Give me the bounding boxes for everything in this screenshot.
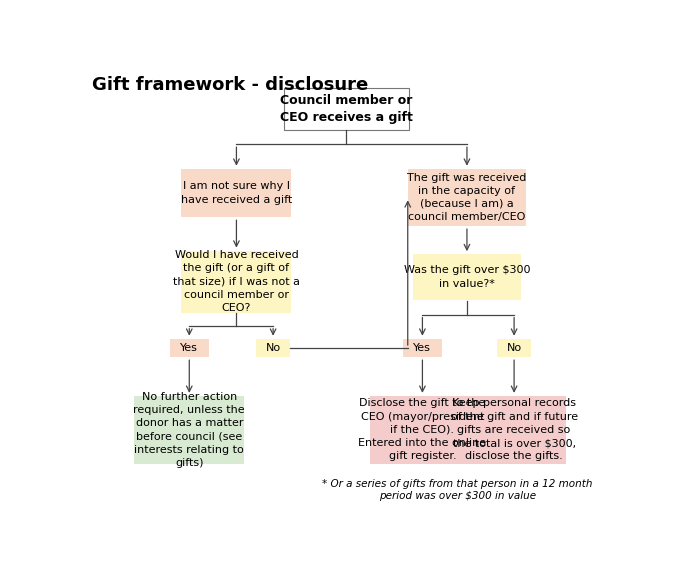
FancyBboxPatch shape: [370, 396, 475, 464]
Text: No: No: [266, 343, 281, 353]
FancyBboxPatch shape: [413, 254, 521, 300]
FancyBboxPatch shape: [181, 251, 291, 313]
FancyBboxPatch shape: [181, 168, 291, 217]
FancyBboxPatch shape: [170, 339, 209, 357]
Text: Was the gift over $300
in value?*: Was the gift over $300 in value?*: [404, 266, 530, 289]
Text: Disclose the gift to the
CEO (mayor/president
if the CEO).
Entered into the onli: Disclose the gift to the CEO (mayor/pres…: [358, 398, 487, 461]
Text: Council member or
CEO receives a gift: Council member or CEO receives a gift: [280, 94, 413, 124]
FancyBboxPatch shape: [408, 168, 526, 226]
Text: Yes: Yes: [180, 343, 198, 353]
FancyBboxPatch shape: [403, 339, 442, 357]
Text: Would I have received
the gift (or a gift of
that size) if I was not a
council m: Would I have received the gift (or a gif…: [173, 250, 300, 313]
FancyBboxPatch shape: [135, 396, 244, 464]
FancyBboxPatch shape: [256, 339, 290, 357]
FancyBboxPatch shape: [497, 339, 531, 357]
Text: I am not sure why I
have received a gift: I am not sure why I have received a gift: [180, 181, 292, 205]
Text: Gift framework - disclosure: Gift framework - disclosure: [93, 76, 368, 94]
Text: The gift was received
in the capacity of
(because I am) a
council member/CEO: The gift was received in the capacity of…: [407, 172, 527, 222]
FancyBboxPatch shape: [284, 88, 409, 130]
Text: Keep personal records
of the gift and if future
gifts are received so
the total : Keep personal records of the gift and if…: [450, 398, 578, 461]
Text: * Or a series of gifts from that person in a 12 month
period was over $300 in va: * Or a series of gifts from that person …: [322, 479, 593, 501]
Text: No: No: [506, 343, 522, 353]
FancyBboxPatch shape: [462, 396, 566, 464]
Text: No further action
required, unless the
donor has a matter
before council (see
in: No further action required, unless the d…: [133, 392, 245, 468]
Text: Yes: Yes: [414, 343, 431, 353]
